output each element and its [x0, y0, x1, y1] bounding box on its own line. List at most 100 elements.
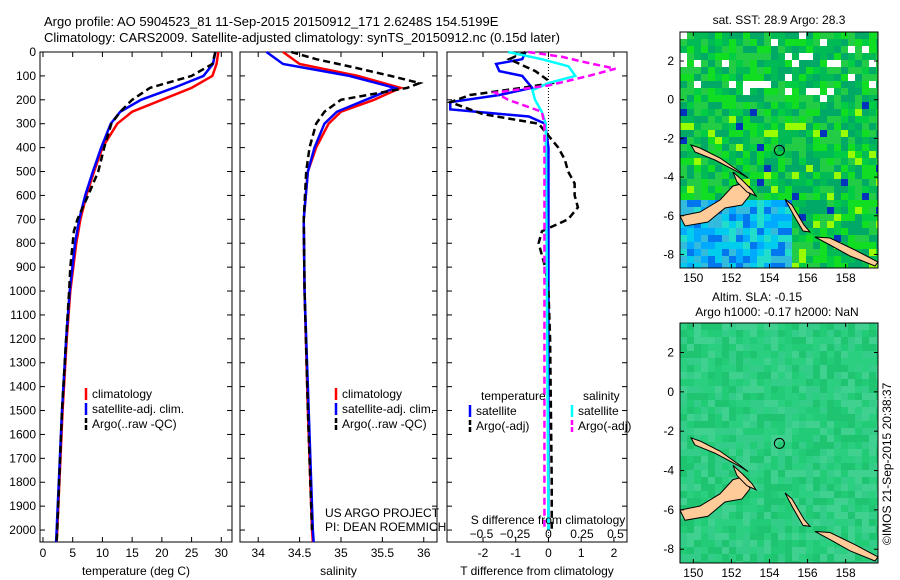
lon-tick-label: 154: [759, 566, 779, 580]
lat-tick-label: -4: [663, 170, 674, 184]
series-line-climatology: [282, 50, 405, 543]
lat-tick-label: -2: [663, 424, 674, 438]
x-tick-label: 36: [417, 546, 431, 560]
land-polygon: [732, 465, 758, 491]
y-tick-label: 800: [16, 236, 36, 250]
lon-tick-label: 150: [683, 271, 703, 285]
x-tick-label: -1: [510, 546, 521, 560]
x-axis-label: temperature (deg C): [82, 564, 190, 578]
legend-label: climatology: [92, 387, 152, 401]
map-frame: [679, 322, 879, 564]
y-tick-label: 300: [16, 117, 36, 131]
x-tick-label: 34: [252, 546, 266, 560]
s-tick-label: 0.25: [570, 527, 594, 541]
s-tick-label: 0: [545, 527, 552, 541]
lat-tick-label: -6: [663, 503, 674, 517]
x-tick-label: 10: [96, 546, 110, 560]
lon-tick-label: 152: [721, 566, 741, 580]
sla-map: [680, 323, 878, 563]
y-tick-label: 200: [16, 93, 36, 107]
land-polygon: [784, 492, 812, 528]
x-tick-label: 2: [611, 546, 618, 560]
argo-position-marker: [773, 437, 785, 449]
x-tick-label: 0: [40, 546, 47, 560]
s-tick-label: −0.25: [500, 527, 531, 541]
series-line-s-argo-adj-: [490, 50, 616, 531]
y-tick-label: 1000: [9, 284, 36, 298]
lat-tick-label: 0: [667, 93, 674, 107]
sst-map: [680, 32, 878, 268]
plot-frame: [239, 51, 438, 543]
legend-label: Argo(-adj): [476, 419, 529, 433]
pi-label: PI: DEAN ROEMMICH: [325, 520, 447, 534]
x-tick-label: 0: [545, 546, 552, 560]
y-tick-label: 600: [16, 188, 36, 202]
y-tick-label: 1800: [9, 475, 36, 489]
y-tick-label: 400: [16, 141, 36, 155]
land-polygon: [679, 182, 751, 227]
map-title: sat. SST: 28.9 Argo: 28.3: [713, 13, 846, 27]
y-tick-label: 0: [29, 45, 36, 59]
lon-tick-label: 156: [798, 566, 818, 580]
series-line-argo-raw-qc-: [55, 51, 217, 543]
lat-tick-label: -2: [663, 131, 674, 145]
legend-label: satellite-adj. clim.: [342, 402, 434, 416]
s-tick-label: −0.5: [470, 527, 494, 541]
series-line-s-satellite: [507, 50, 578, 531]
x-tick-label: -2: [478, 546, 489, 560]
plot-frame: [39, 51, 233, 543]
series-line-t-argo-adj-: [446, 50, 580, 531]
y-tick-label: 1700: [9, 451, 36, 465]
y-tick-label: 1500: [9, 404, 36, 418]
land-polygon: [679, 475, 751, 521]
series-line-satellite-adj-clim-: [265, 50, 399, 543]
y-tick-label: 900: [16, 260, 36, 274]
y-tick-label: 1300: [9, 356, 36, 370]
legend-label: Argo(-adj): [578, 419, 631, 433]
lon-tick-label: 152: [721, 271, 741, 285]
x-tick-label: 20: [155, 546, 169, 560]
x-axis-label: salinity: [320, 564, 357, 578]
title-line-1: Argo profile: AO 5904523_81 11-Sep-2015 …: [44, 14, 499, 29]
title-line-2: Climatology: CARS2009. Satellite-adjuste…: [44, 30, 560, 45]
x-tick-label: 34.5: [288, 546, 312, 560]
x-axis-label: T difference from climatology: [460, 564, 614, 578]
legend-label: Argo(..raw -QC): [342, 417, 427, 431]
land-polygon: [689, 144, 749, 179]
series-line-satellite-adj-clim-: [54, 51, 217, 543]
x-tick-label: 35: [334, 546, 348, 560]
legend-label: Argo(..raw -QC): [92, 417, 177, 431]
x-tick-label: 25: [185, 546, 199, 560]
lon-tick-label: 158: [836, 566, 856, 580]
lat-tick-label: -8: [663, 542, 674, 556]
lat-tick-label: -6: [663, 209, 674, 223]
series-line-argo-raw-qc-: [290, 50, 424, 531]
project-label: US ARGO PROJECT: [325, 506, 440, 520]
lon-tick-label: 156: [798, 271, 818, 285]
lon-tick-label: 150: [683, 566, 703, 580]
lat-tick-label: 0: [667, 385, 674, 399]
y-tick-label: 1200: [9, 332, 36, 346]
legend-heading-temperature: temperature: [481, 389, 546, 403]
x-tick-label: 1: [578, 546, 585, 560]
lat-tick-label: -4: [663, 464, 674, 478]
land-polygon: [814, 236, 879, 267]
series-line-climatology: [55, 51, 220, 543]
legend-heading-salinity: salinity: [583, 389, 620, 403]
s-tick-label: 0.5: [607, 527, 624, 541]
land-polygon: [814, 530, 879, 562]
lat-tick-label: -8: [663, 247, 674, 261]
y-tick-label: 2000: [9, 523, 36, 537]
plot-frame: [446, 51, 628, 543]
y-tick-label: 700: [16, 212, 36, 226]
y-tick-label: 1600: [9, 427, 36, 441]
legend-label: satellite: [578, 404, 619, 418]
y-tick-label: 500: [16, 165, 36, 179]
legend-label: climatology: [342, 387, 402, 401]
lon-tick-label: 154: [759, 271, 779, 285]
s-axis-label: S difference from climatology: [471, 513, 626, 527]
y-tick-label: 100: [16, 69, 36, 83]
map-title: Altim. SLA: -0.15: [712, 290, 802, 304]
